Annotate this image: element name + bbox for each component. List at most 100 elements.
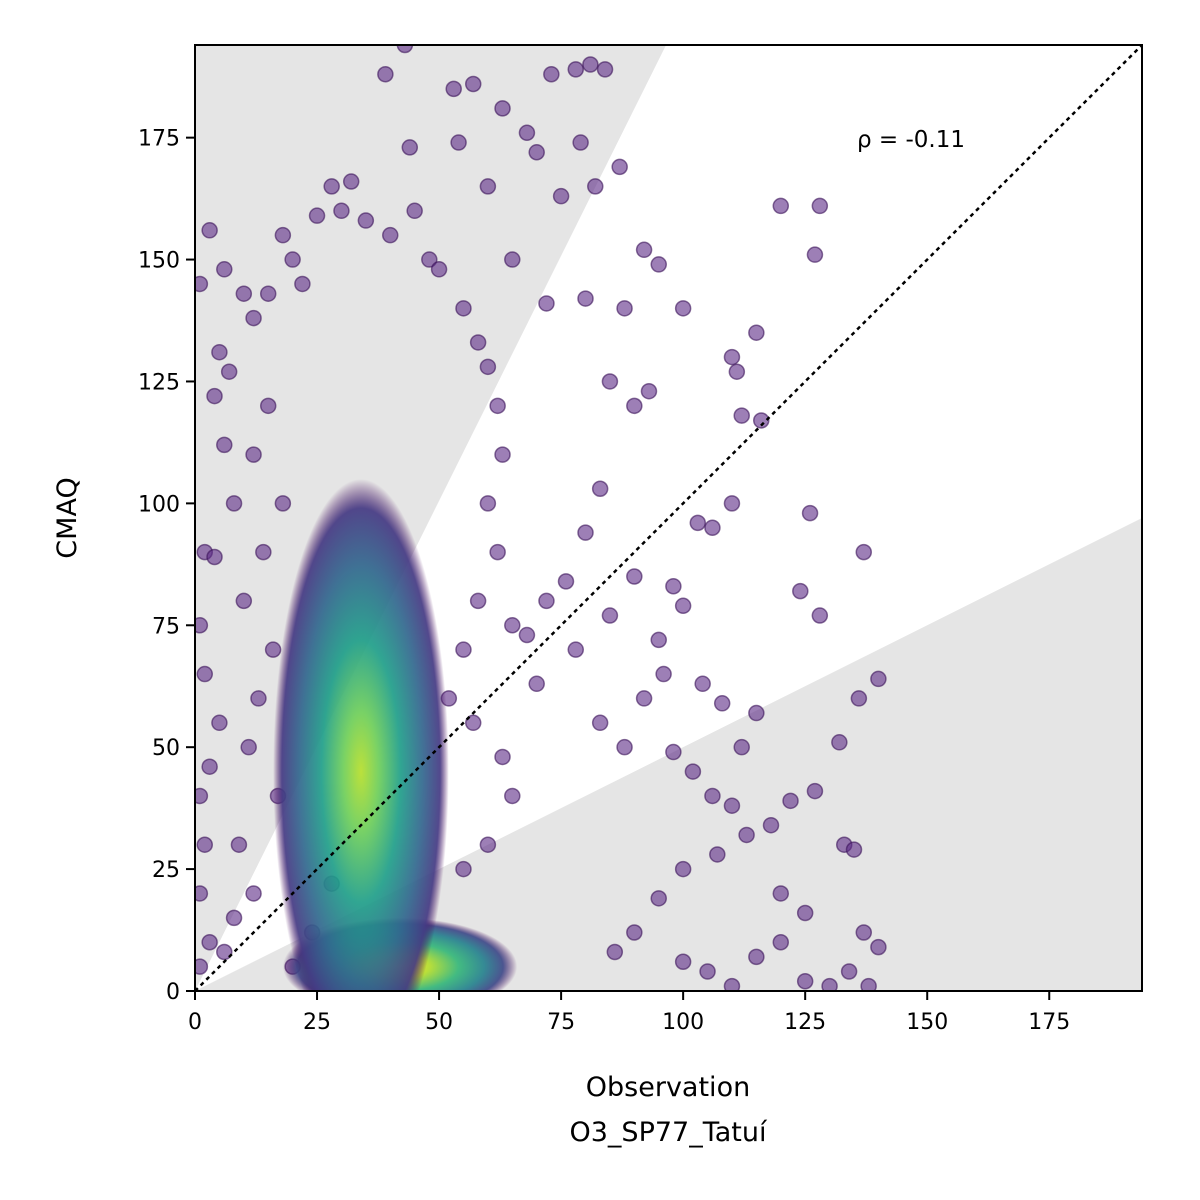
data-point <box>694 675 711 693</box>
data-point <box>445 80 462 98</box>
data-point <box>635 690 653 707</box>
data-point <box>699 963 716 980</box>
density-clusters <box>273 479 518 991</box>
data-point <box>216 943 233 961</box>
data-point <box>455 300 472 317</box>
correlation-annotation: ρ = -0.11 <box>857 127 965 153</box>
data-point <box>235 592 253 610</box>
data-point <box>455 860 472 878</box>
data-point <box>591 480 609 497</box>
data-point <box>195 617 209 634</box>
data-point <box>704 519 721 537</box>
data-point <box>748 324 765 341</box>
data-point <box>245 446 262 463</box>
data-point <box>421 251 438 268</box>
data-point <box>538 295 555 312</box>
data-point <box>748 948 765 966</box>
data-point <box>406 202 423 220</box>
x-tick-label: 125 <box>784 1010 826 1035</box>
data-point <box>211 714 228 732</box>
data-point <box>401 139 419 156</box>
x-tick-label: 25 <box>303 1010 331 1035</box>
y-tick-label: 0 <box>166 980 180 1005</box>
data-point <box>806 782 824 800</box>
x-axis-label: Observation <box>586 1072 750 1103</box>
data-point <box>206 387 223 405</box>
data-point <box>259 397 277 415</box>
data-point <box>225 495 243 512</box>
data-point <box>308 207 326 224</box>
data-point <box>235 285 253 302</box>
y-tick-label: 50 <box>152 736 180 761</box>
data-point <box>611 158 628 176</box>
data-point <box>821 977 838 991</box>
data-point <box>264 641 282 658</box>
data-point <box>855 543 873 561</box>
data-point <box>489 543 506 561</box>
data-point <box>640 382 658 400</box>
data-point <box>572 134 589 151</box>
data-point <box>591 714 609 732</box>
data-point <box>479 836 497 853</box>
y-tick-label: 100 <box>138 492 180 517</box>
x-tick-label: 50 <box>425 1010 453 1035</box>
reference-line-group <box>195 45 1142 991</box>
data-point <box>650 631 667 649</box>
data-point <box>577 524 594 541</box>
y-tick-label: 25 <box>152 858 180 883</box>
data-point <box>606 943 624 961</box>
data-point <box>216 436 233 454</box>
data-point <box>504 787 521 805</box>
y-axis: 0 25 50 75 100 125 150 175 <box>138 127 195 1005</box>
data-point <box>674 300 692 317</box>
data-point <box>567 641 585 658</box>
data-point <box>211 343 228 361</box>
data-point <box>713 695 731 712</box>
data-point <box>792 582 809 600</box>
data-point <box>752 412 770 429</box>
reference-line <box>195 45 1142 991</box>
data-point <box>626 924 643 941</box>
data-point <box>494 100 511 117</box>
data-point <box>801 504 819 522</box>
data-point <box>655 665 672 683</box>
x-tick-label: 150 <box>906 1010 948 1035</box>
data-point <box>357 212 375 229</box>
data-point <box>723 348 741 366</box>
data-point <box>543 66 560 83</box>
data-point <box>201 758 218 775</box>
data-point <box>782 792 799 810</box>
x-tick-label: 75 <box>547 1010 575 1035</box>
data-point <box>728 363 746 380</box>
data-point <box>528 675 545 693</box>
data-point <box>430 261 448 278</box>
data-point <box>245 309 262 327</box>
data-point <box>469 592 487 610</box>
y-tick-label: 150 <box>138 249 180 274</box>
data-point <box>709 846 726 863</box>
data-point <box>577 290 594 307</box>
density-cluster-1 <box>273 479 449 991</box>
data-point <box>323 178 340 195</box>
data-point <box>855 924 873 941</box>
data-point <box>850 690 868 707</box>
data-point <box>674 597 692 615</box>
data-point <box>772 933 790 951</box>
y-tick-label: 75 <box>152 614 180 639</box>
data-point <box>518 124 536 142</box>
data-point <box>195 275 209 293</box>
y-tick-label: 175 <box>138 127 180 152</box>
data-point <box>250 690 267 707</box>
data-point <box>259 285 277 302</box>
data-point <box>377 66 394 83</box>
data-point <box>538 592 555 610</box>
data-point <box>557 573 575 590</box>
data-point <box>596 61 614 78</box>
data-point <box>626 397 643 415</box>
data-point <box>274 495 292 512</box>
data-point <box>201 222 218 239</box>
data-point <box>650 256 667 273</box>
data-point <box>195 885 209 902</box>
data-point <box>674 953 692 970</box>
